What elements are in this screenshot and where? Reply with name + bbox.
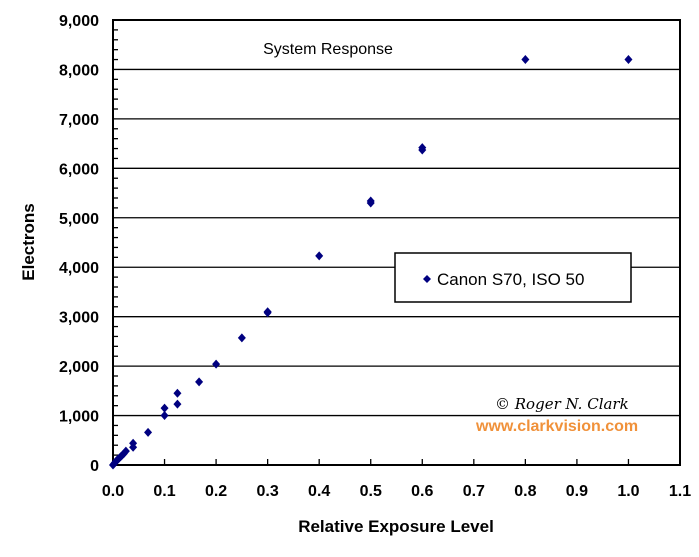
copyright-annotation: © Roger N. Clark xyxy=(495,395,629,413)
data-point xyxy=(173,399,182,409)
data-point xyxy=(237,333,246,343)
data-point xyxy=(624,55,633,65)
x-tick-label: 0.4 xyxy=(308,483,330,500)
data-point xyxy=(315,251,324,261)
y-tick-label: 2,000 xyxy=(59,359,99,376)
y-tick-label: 0 xyxy=(90,458,99,475)
data-point xyxy=(160,411,169,421)
legend-box xyxy=(394,252,632,303)
legend-label: Canon S70, ISO 50 xyxy=(437,270,584,289)
x-tick-label: 1.0 xyxy=(617,483,639,500)
x-tick-label: 0.3 xyxy=(257,483,279,500)
url-annotation: www.clarkvision.com xyxy=(475,418,638,435)
legend: Canon S70, ISO 50 xyxy=(394,252,632,303)
y-tick-labels: 0 1,000 2,000 3,000 4,000 5,000 6,000 7,000 8,00… xyxy=(59,13,99,475)
y-tick-label: 3,000 xyxy=(59,310,99,327)
chart-title: System Response xyxy=(263,41,393,58)
data-point xyxy=(160,403,169,413)
x-tick-label: 0.1 xyxy=(153,483,175,500)
data-points xyxy=(109,55,633,470)
y-tick-label: 7,000 xyxy=(59,112,99,129)
x-tick-label: 1.1 xyxy=(669,483,691,500)
y-tick-label: 5,000 xyxy=(59,211,99,228)
data-point xyxy=(263,307,272,317)
plot-area-frame xyxy=(112,19,681,466)
x-tick-label: 0.9 xyxy=(566,483,588,500)
data-point xyxy=(121,446,130,456)
grid-lines xyxy=(113,68,680,417)
x-tick-label: 0.8 xyxy=(514,483,536,500)
x-tick-labels: 0.0 0.1 0.2 0.3 0.4 0.5 0.6 0.7 0.8 0.9 1.0 1.1 xyxy=(102,483,691,500)
x-tick-label: 0.2 xyxy=(205,483,227,500)
x-tick-label: 0.7 xyxy=(463,483,485,500)
data-point xyxy=(418,143,427,153)
legend-marker-diamond xyxy=(423,275,431,283)
data-point xyxy=(521,55,530,65)
y-tick-label: 9,000 xyxy=(59,13,99,30)
data-point xyxy=(366,196,375,206)
data-point xyxy=(195,377,204,387)
x-tick-label: 0.5 xyxy=(360,483,382,500)
data-point xyxy=(144,427,153,437)
y-tick-label: 6,000 xyxy=(59,161,99,178)
data-point xyxy=(173,388,182,398)
y-tick-label: 1,000 xyxy=(59,409,99,426)
y-axis-title: Electrons xyxy=(19,203,38,280)
y-tick-label: 4,000 xyxy=(59,260,99,277)
x-tick-label: 0.6 xyxy=(411,483,433,500)
y-tick-label: 8,000 xyxy=(59,62,99,79)
data-point xyxy=(212,359,221,369)
x-tick-label: 0.0 xyxy=(102,483,124,500)
data-point xyxy=(129,438,138,448)
x-axis-title: Relative Exposure Level xyxy=(298,517,494,536)
